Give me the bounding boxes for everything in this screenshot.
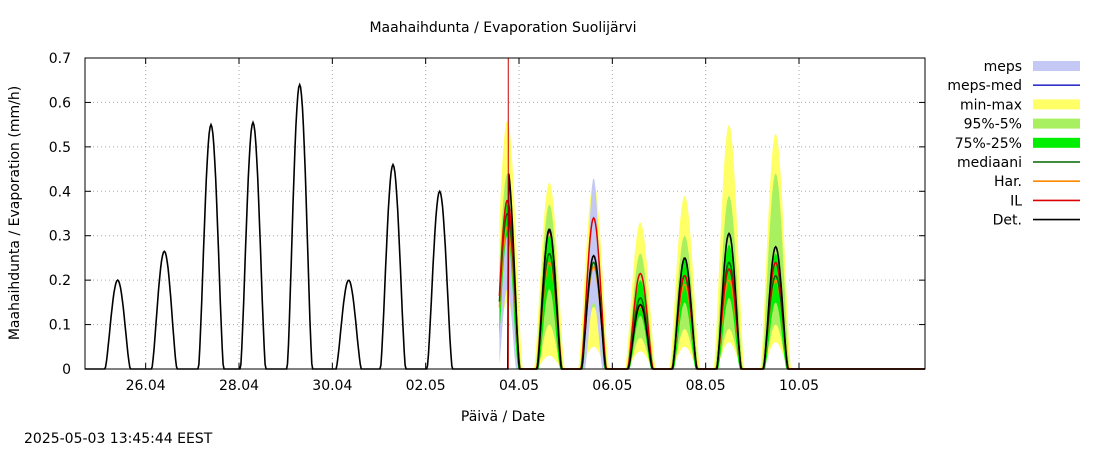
band-75-25	[499, 200, 925, 369]
y-tick-label: 0.1	[49, 318, 71, 334]
series-har	[498, 226, 925, 370]
forecast-bands	[499, 120, 925, 369]
x-tick-label: 28.04	[219, 378, 259, 394]
legend-label-p95_5: 95%-5%	[964, 117, 1022, 133]
band-meps	[499, 178, 925, 369]
x-tick-label: 02.05	[406, 378, 446, 394]
y-tick-label: 0	[62, 362, 71, 378]
legend-label-det: Det.	[993, 213, 1022, 229]
x-tick-label: 10.05	[779, 378, 819, 394]
legend-label-median: mediaani	[957, 155, 1022, 171]
series-il	[498, 199, 925, 370]
y-axis-label: Maahaihdunta / Evaporation (mm/h)	[7, 86, 23, 340]
x-tick-label: 30.04	[312, 378, 352, 394]
x-tick-label: 06.05	[592, 378, 632, 394]
y-tick-label: 0.4	[49, 184, 71, 200]
timestamp: 2025-05-03 13:45:44 EEST	[24, 431, 213, 447]
y-tick-label: 0.3	[49, 229, 71, 245]
y-tick-label: 0.7	[49, 51, 71, 67]
series-mediaani	[498, 213, 925, 370]
chart-title: Maahaihdunta / Evaporation Suolijärvi	[369, 20, 636, 36]
legend-label-meps: meps	[984, 59, 1022, 75]
x-tick-label: 26.04	[126, 378, 166, 394]
legend-swatch-p75_25	[1033, 137, 1080, 148]
legend-swatch-p95_5	[1033, 118, 1080, 129]
legend-label-p75_25: 75%-25%	[955, 136, 1022, 152]
legend-swatch-meps	[1033, 61, 1080, 71]
band-95-5	[499, 173, 925, 369]
x-axis-label: Päivä / Date	[461, 409, 545, 425]
legend-label-har: Har.	[994, 174, 1022, 190]
axes: 0 0.1 0.2 0.3 0.4 0.5 0.6 0.7 26.04 28.04 30.04 02.…	[49, 51, 926, 394]
band-min-max	[499, 120, 925, 369]
y-tick-label: 0.2	[49, 273, 71, 289]
legend-label-minmax: min-max	[960, 97, 1022, 113]
x-tick-label: 04.05	[499, 378, 539, 394]
y-tick-label: 0.5	[49, 140, 71, 156]
x-tick-label: 08.05	[686, 378, 726, 394]
legend-swatch-minmax	[1033, 99, 1080, 110]
legend-label-meps_med: meps-med	[947, 78, 1022, 94]
legend: meps meps-med min-max 95%-5% 75%-25% mediaani…	[947, 59, 1080, 229]
y-tick-label: 0.6	[49, 95, 71, 111]
plot-frame	[84, 57, 926, 370]
legend-label-il: IL	[1010, 193, 1022, 209]
